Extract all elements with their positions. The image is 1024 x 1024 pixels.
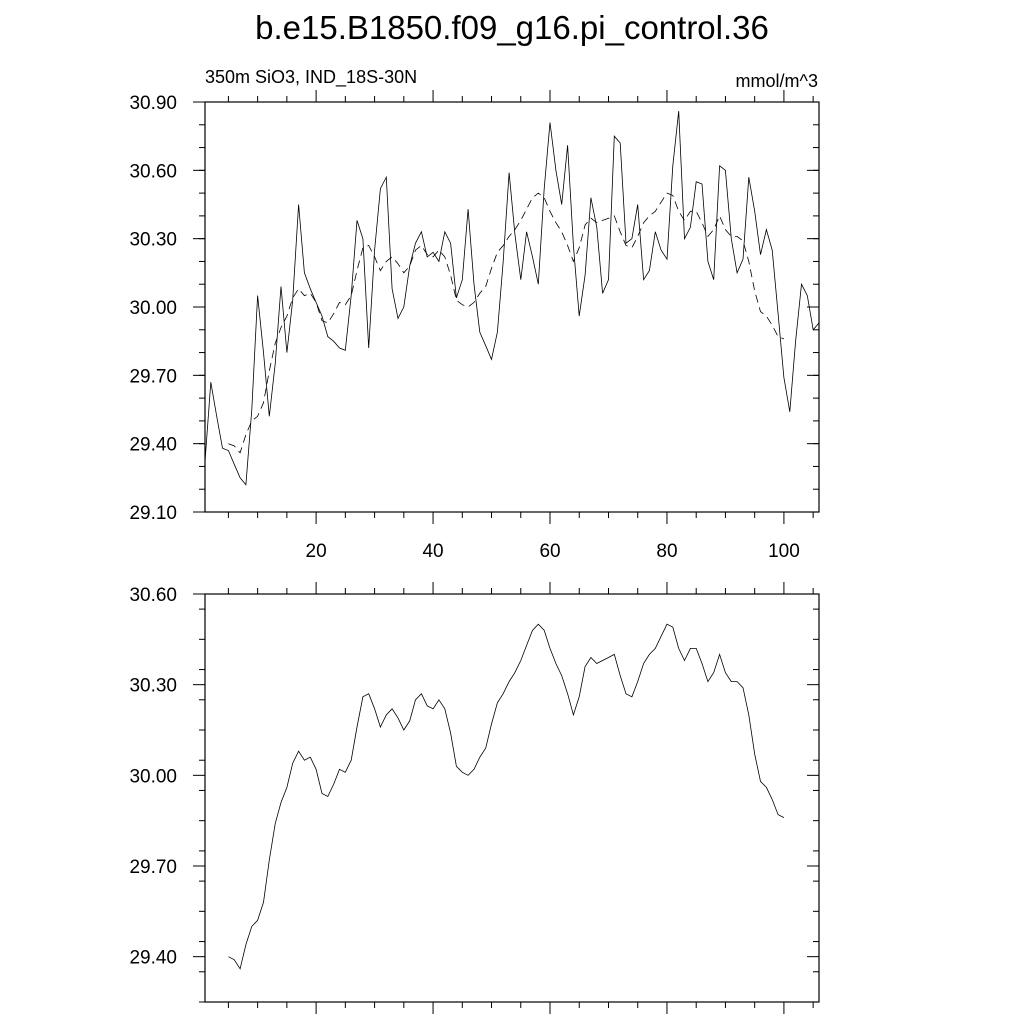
y-tick-label: 30.60 xyxy=(129,161,177,182)
x-tick-label: 60 xyxy=(539,541,560,562)
chart-title: b.e15.B1850.f09_g16.pi_control.36 xyxy=(255,9,769,46)
x-tick-label: 80 xyxy=(656,541,677,562)
series-line-raw xyxy=(228,623,785,970)
plot-frame xyxy=(204,101,820,513)
x-tick-label: 40 xyxy=(422,541,443,562)
y-tick-label: 30.60 xyxy=(129,585,177,606)
y-tick-label: 29.10 xyxy=(129,503,177,524)
y-tick-label: 30.90 xyxy=(129,93,177,114)
panel1-units-label: mmol/m^3 xyxy=(736,71,818,91)
y-tick-label: 29.70 xyxy=(129,857,177,878)
panel1-left-label: 350m SiO3, IND_18S-30N xyxy=(205,67,417,88)
x-tick-label: 20 xyxy=(306,541,327,562)
y-tick-label: 30.30 xyxy=(129,230,177,251)
panel-top: 20 40 60 80 100 29.10 29.40 29.70 30.00 30.30 30.6… xyxy=(129,90,820,562)
plot-frame xyxy=(204,593,820,1003)
x-tick-label: 100 xyxy=(768,541,800,562)
y-tick-label: 29.70 xyxy=(129,366,177,387)
y-tick-label: 30.00 xyxy=(129,766,177,787)
y-tick-label: 30.00 xyxy=(129,298,177,319)
panel-bottom: 29.40 29.70 30.00 30.30 30.60 xyxy=(129,582,820,1014)
y-tick-label: 29.40 xyxy=(129,948,177,969)
series-line-smoothed xyxy=(228,192,785,454)
series-line-raw xyxy=(204,111,820,486)
y-tick-label: 30.30 xyxy=(129,676,177,697)
y-tick-label: 29.40 xyxy=(129,435,177,456)
